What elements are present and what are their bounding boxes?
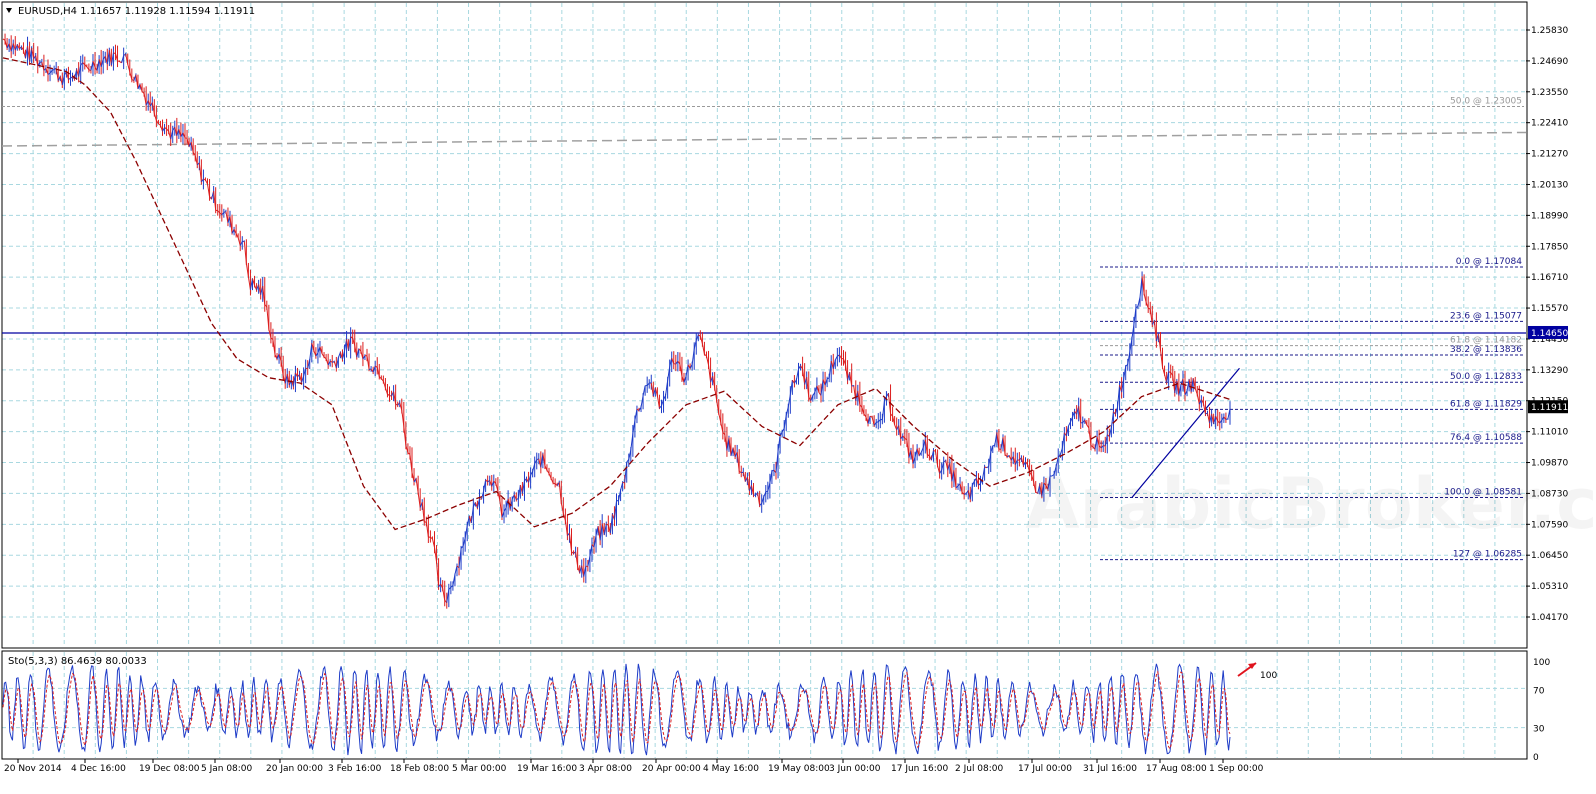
indicator-label: Sto(5,3,3) 86.4639 80.0033 bbox=[8, 656, 147, 667]
time-tick-label: 19 Dec 08:00 bbox=[139, 764, 200, 774]
price-tick-label: 1.04170 bbox=[1531, 613, 1568, 623]
time-tick-label: 19 Mar 16:00 bbox=[517, 764, 577, 774]
time-tick-label: 3 Apr 08:00 bbox=[579, 764, 632, 774]
fib-level-label: 76.4 @ 1.10588 bbox=[1450, 433, 1522, 443]
time-tick-label: 4 Dec 16:00 bbox=[71, 764, 126, 774]
price-tick-label: 1.22410 bbox=[1531, 119, 1568, 129]
fib-level-label: 23.6 @ 1.15077 bbox=[1450, 311, 1522, 321]
time-tick-label: 4 May 16:00 bbox=[703, 764, 759, 774]
candle-body bbox=[185, 138, 187, 139]
fib-level-label: 127 @ 1.06285 bbox=[1453, 550, 1522, 560]
time-tick-label: 31 Jul 16:00 bbox=[1083, 764, 1137, 774]
current-price-label: 1.11911 bbox=[1531, 403, 1568, 413]
fib-level-label: 61.8 @ 1.11829 bbox=[1450, 399, 1522, 409]
price-tick-label: 1.23550 bbox=[1531, 88, 1568, 98]
indicator-level-label: 0 bbox=[1533, 753, 1539, 763]
price-tick-label: 1.24690 bbox=[1531, 57, 1568, 67]
indicator-axis-label-100: 100 bbox=[1260, 671, 1277, 681]
time-tick-label: 3 Feb 16:00 bbox=[328, 764, 382, 774]
time-tick-label: 17 Jun 16:00 bbox=[891, 764, 948, 774]
fib-level-label: 38.2 @ 1.13836 bbox=[1450, 345, 1522, 355]
time-tick-label: 20 Jan 00:00 bbox=[266, 764, 323, 774]
indicator-level-label: 100 bbox=[1533, 658, 1550, 668]
price-tick-label: 1.11010 bbox=[1531, 428, 1568, 438]
candle-body bbox=[113, 53, 115, 54]
fib-level-label: 0.0 @ 1.17084 bbox=[1456, 257, 1523, 267]
time-tick-label: 17 Jul 00:00 bbox=[1018, 764, 1072, 774]
price-tick-label: 1.16710 bbox=[1531, 273, 1568, 283]
time-tick-label: 17 Aug 08:00 bbox=[1146, 764, 1207, 774]
time-tick-label: 5 Jan 08:00 bbox=[201, 764, 253, 774]
time-tick-label: 20 Nov 2014 bbox=[4, 764, 62, 774]
candle-body bbox=[985, 467, 987, 468]
price-tick-label: 1.25830 bbox=[1531, 26, 1568, 36]
candle-body bbox=[553, 483, 555, 484]
candle-body bbox=[876, 422, 878, 423]
fib-level-label: 50.0 @ 1.12833 bbox=[1450, 372, 1522, 382]
time-tick-label: 19 May 08:00 bbox=[768, 764, 830, 774]
fib-level-label: 50.0 @ 1.23005 bbox=[1450, 97, 1522, 107]
price-tick-label: 1.17850 bbox=[1531, 242, 1568, 252]
time-tick-label: 3 Jun 00:00 bbox=[829, 764, 881, 774]
price-tick-label: 1.05310 bbox=[1531, 582, 1568, 592]
price-tick-label: 1.20130 bbox=[1531, 180, 1568, 190]
price-tick-label: 1.06450 bbox=[1531, 551, 1568, 561]
price-tick-label: 1.13290 bbox=[1531, 366, 1568, 376]
candle-body bbox=[617, 500, 619, 501]
watermark: ArabicBroker.com bbox=[1025, 463, 1596, 545]
time-tick-label: 20 Apr 00:00 bbox=[642, 764, 701, 774]
time-tick-label: 1 Sep 00:00 bbox=[1209, 764, 1264, 774]
price-tick-label: 1.15570 bbox=[1531, 304, 1568, 314]
time-tick-label: 18 Feb 08:00 bbox=[390, 764, 449, 774]
time-tick-label: 5 Mar 00:00 bbox=[452, 764, 507, 774]
indicator-level-label: 70 bbox=[1533, 687, 1545, 697]
resistance-tag-label: 1.14650 bbox=[1531, 329, 1568, 339]
time-tick-label: 2 Jul 08:00 bbox=[955, 764, 1004, 774]
chart-title: EURUSD,H4 1.11657 1.11928 1.11594 1.1191… bbox=[18, 6, 255, 17]
price-tick-label: 1.18990 bbox=[1531, 211, 1568, 221]
indicator-level-label: 30 bbox=[1533, 725, 1545, 735]
price-tick-label: 1.21270 bbox=[1531, 150, 1568, 160]
